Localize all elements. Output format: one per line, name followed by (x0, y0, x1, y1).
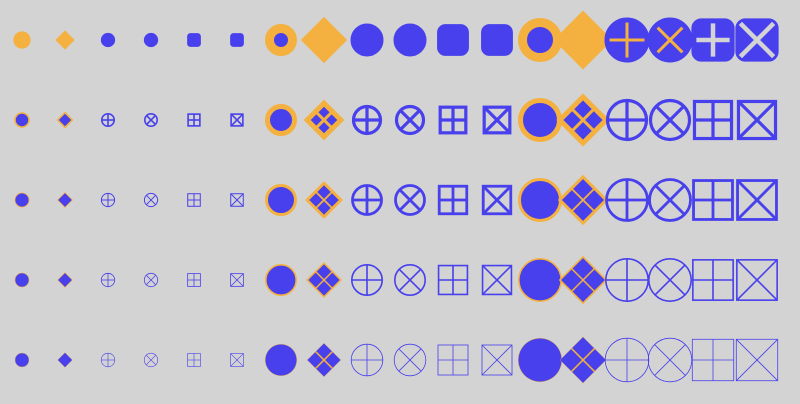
circle-plus-marker-medium (356, 29, 379, 52)
circle-plus-marker-small (103, 35, 114, 46)
diamond-marker-small (58, 113, 73, 128)
circle-marker-large (520, 180, 561, 221)
square-plus-marker-small (189, 35, 199, 45)
circle-marker-small (15, 33, 29, 47)
circle-marker-large (518, 338, 562, 382)
circle-marker-small (15, 273, 29, 287)
circle-x-marker-medium (399, 29, 422, 52)
circle-marker-medium (268, 107, 295, 134)
diamond-marker-small (58, 273, 73, 288)
diamond-marker-small (58, 193, 73, 208)
circle-marker-medium (266, 265, 296, 295)
diamond-marker-small (58, 33, 73, 48)
circle-x-marker-small (146, 35, 157, 46)
square-x-marker-medium (486, 29, 508, 51)
diamond-marker-small (58, 353, 73, 368)
circle-marker-large (519, 259, 561, 301)
square-plus-marker-medium (442, 29, 464, 51)
circle-marker-medium (265, 344, 297, 376)
diamond-marker-medium (307, 23, 341, 57)
circle-marker-large (523, 23, 558, 58)
square-x-marker-small (232, 35, 242, 45)
circle-marker-small (15, 193, 29, 207)
circle-marker-medium (270, 29, 293, 52)
circle-marker-large (521, 101, 560, 140)
circle-marker-medium (267, 186, 296, 215)
circle-marker-small (15, 113, 29, 127)
circle-marker-small (15, 353, 29, 367)
